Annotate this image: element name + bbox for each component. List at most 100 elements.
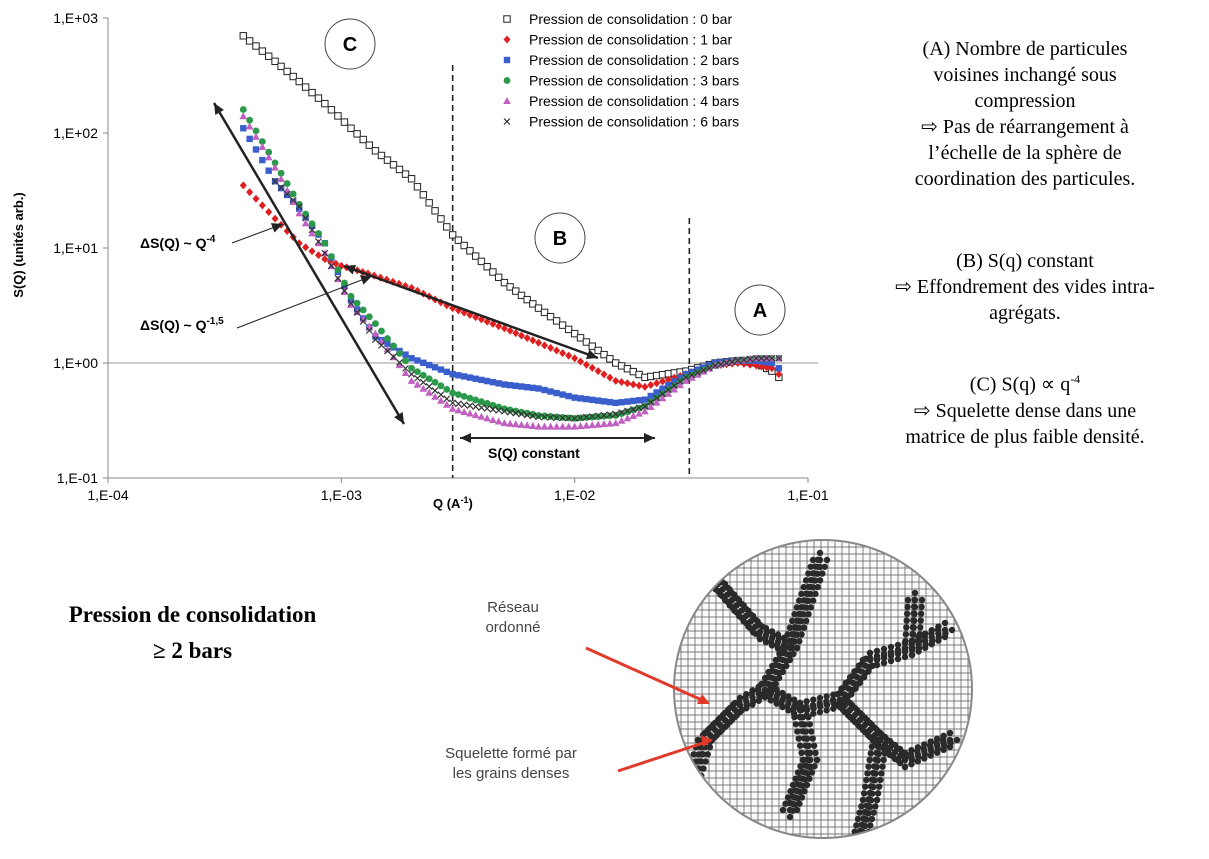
grain	[798, 631, 805, 638]
marker-circle	[277, 169, 285, 177]
grain	[803, 698, 810, 705]
grain	[872, 803, 879, 810]
region-c-line: matrice de plus faible densité.	[905, 425, 1145, 448]
marker-x-stroke	[321, 249, 329, 257]
marker-x-stroke	[443, 395, 451, 403]
y-tick-label: 1,E-01	[57, 470, 98, 486]
grain	[806, 775, 813, 782]
grain	[767, 683, 775, 690]
marker-square	[775, 365, 783, 372]
marker-circle	[384, 335, 391, 342]
grain	[695, 751, 702, 758]
marker-triangle	[401, 368, 410, 376]
grain	[860, 790, 868, 797]
marker-diamond	[768, 364, 776, 373]
grain	[874, 743, 881, 750]
grain	[823, 556, 831, 564]
grain	[941, 619, 949, 627]
marker-square	[529, 384, 537, 392]
y-axis-label: S(Q) (unités arb.)	[11, 192, 26, 297]
grain	[911, 610, 918, 618]
marker-square	[483, 377, 491, 385]
grain	[688, 779, 696, 787]
marker-square	[478, 376, 485, 384]
grain	[745, 623, 752, 630]
grain	[786, 656, 794, 664]
grain	[773, 686, 780, 693]
grain	[726, 602, 733, 609]
marker-square	[523, 383, 531, 391]
grain	[867, 783, 875, 790]
marker-x-stroke	[775, 354, 783, 362]
series-5	[271, 177, 783, 422]
marker-x-stroke	[541, 413, 548, 421]
skeleton-pointer-arrowhead	[701, 735, 713, 747]
grain	[714, 573, 722, 581]
marker-open-square	[483, 263, 491, 271]
marker-x-stroke	[283, 190, 291, 198]
marker-diamond	[500, 324, 508, 333]
marker-square	[653, 389, 660, 396]
marker-diamond	[559, 349, 567, 358]
marker-triangle	[676, 381, 684, 389]
grain	[907, 751, 915, 758]
marker-diamond	[606, 373, 614, 382]
grain	[858, 835, 865, 838]
marker-square	[296, 205, 303, 212]
grain	[718, 726, 726, 734]
marker-triangle	[606, 419, 614, 427]
marker-diamond	[271, 214, 279, 223]
grain	[792, 721, 800, 728]
slope-15-main: ΔS(Q) ~ Q	[140, 317, 207, 333]
marker-x-stroke	[618, 409, 626, 416]
grain	[866, 756, 873, 764]
marker-diamond	[612, 376, 620, 385]
grain	[688, 772, 696, 780]
grain	[814, 583, 821, 591]
grain	[791, 713, 798, 721]
marker-x-stroke	[506, 408, 514, 416]
marker-diamond	[258, 201, 266, 210]
marker-square	[420, 359, 427, 366]
marker-open-square	[454, 236, 463, 244]
grain	[873, 749, 880, 757]
grain	[704, 751, 711, 758]
region-c-line: (C) S(q) ∝ q-4	[840, 366, 1209, 398]
marker-triangle	[301, 219, 310, 227]
marker-triangle	[437, 396, 445, 404]
grain	[679, 786, 687, 794]
marker-x-stroke	[758, 354, 765, 362]
marker-x-stroke	[600, 411, 608, 419]
marker-x-stroke	[682, 373, 690, 381]
marker-open-square	[389, 161, 398, 169]
marker-square	[408, 355, 415, 362]
marker-square	[402, 351, 409, 358]
marker-square	[246, 135, 253, 143]
grain	[786, 624, 794, 631]
grain	[755, 632, 763, 639]
marker-triangle	[258, 143, 267, 151]
marker-circle	[289, 190, 297, 198]
grain	[851, 704, 859, 712]
bottom-title: Pression de consolidation ≥ 2 bars	[20, 602, 365, 664]
skeleton-pointer-arrow	[617, 740, 707, 773]
marker-circle	[353, 299, 361, 307]
grain	[716, 714, 724, 722]
marker-x-stroke	[341, 287, 348, 295]
marker-circle	[600, 412, 608, 420]
marker-open-square	[558, 321, 567, 329]
marker-x-stroke	[705, 364, 713, 372]
marker-square	[512, 382, 519, 390]
skeleton-label-line1: Squelette formé par	[445, 745, 577, 762]
marker-square	[518, 383, 525, 390]
grain	[768, 628, 776, 635]
marker-triangle	[413, 380, 422, 388]
grain	[851, 668, 858, 675]
marker-x-stroke	[659, 390, 666, 398]
marker-circle	[512, 407, 520, 415]
marker-square	[240, 125, 247, 132]
grain	[868, 815, 876, 823]
grain	[731, 607, 738, 614]
marker-open-square	[582, 338, 591, 346]
grain	[887, 657, 895, 665]
